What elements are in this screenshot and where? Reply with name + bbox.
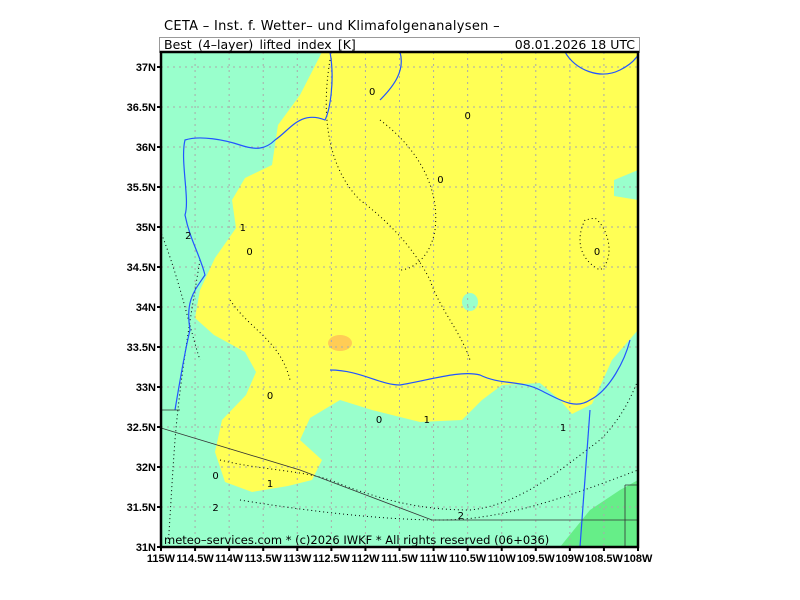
contour-label: 0 (212, 471, 218, 482)
lat-label: 33.5N (127, 342, 156, 354)
lon-label: 110.5W (449, 553, 487, 565)
contour-label: 2 (212, 503, 218, 514)
lon-label: 112.5W (313, 553, 351, 565)
contour-label: 0 (246, 247, 252, 258)
contour-label: 0 (376, 415, 382, 426)
lon-label: 112W (351, 553, 380, 565)
contour-label: 0 (464, 111, 470, 122)
contour-label: 1 (560, 423, 566, 434)
lon-label: 114.5W (176, 553, 214, 565)
stable-patch (462, 293, 478, 311)
rivers (174, 52, 638, 547)
lon-label: 113.5W (245, 553, 283, 565)
contour-labels: 0 0 0 0 0 0 0 0 1 1 1 1 2 2 2 (185, 87, 600, 522)
lat-label: 31.5N (127, 502, 156, 514)
contour-label: 2 (458, 511, 464, 522)
lat-label: 32N (136, 462, 156, 474)
lat-label: 36.5N (127, 102, 156, 114)
lon-label: 113W (283, 553, 312, 565)
contour-label: 0 (267, 391, 273, 402)
unstable-region (195, 52, 638, 492)
lat-label: 31N (136, 542, 156, 554)
lat-label: 32.5N (127, 422, 156, 434)
copyright-notice: meteo–services.com * (c)2026 IWKF * All … (164, 533, 549, 547)
valid-time: 08.01.2026 18 UTC (514, 37, 635, 52)
lat-label: 33N (136, 382, 156, 394)
lat-label: 34N (136, 302, 156, 314)
lat-label: 34.5N (127, 262, 156, 274)
lon-label: 109W (555, 553, 584, 565)
unstable-patch (328, 335, 352, 351)
lon-label: 109.5W (517, 553, 556, 565)
contour-label: 1 (240, 223, 246, 234)
parameter-name: Best_(4–layer)_lifted_index_[K] (164, 37, 356, 52)
contour-label: 0 (594, 247, 600, 258)
lat-label: 37N (136, 62, 156, 74)
institution-title: CETA – Inst. f. Wetter– und Klimafolgena… (164, 19, 500, 34)
lon-label: 115W (147, 553, 176, 565)
borders (161, 409, 638, 547)
contour-label: 1 (424, 415, 430, 426)
lat-label: 35N (136, 222, 156, 234)
axis-labels: 115W 114.5W 114W 113.5W 113W 112.5W 112W 111.5W… (127, 62, 653, 565)
lon-label: 110W (488, 553, 517, 565)
contour-lines (161, 59, 638, 547)
contour-label: 2 (185, 231, 191, 242)
contour-label: 1 (267, 479, 273, 490)
lat-lon-grid (161, 52, 638, 547)
contour-label: 0 (369, 87, 375, 98)
lon-label: 108.5W (585, 553, 624, 565)
strong-stable-region (560, 480, 638, 547)
lat-label: 35.5N (127, 182, 156, 194)
lon-label: 114W (215, 553, 244, 565)
lon-label: 111.5W (381, 553, 418, 565)
contour-label: 0 (437, 175, 443, 186)
lon-label: 108W (624, 553, 653, 565)
lat-label: 36N (136, 142, 156, 154)
lon-label: 111W (420, 553, 448, 565)
